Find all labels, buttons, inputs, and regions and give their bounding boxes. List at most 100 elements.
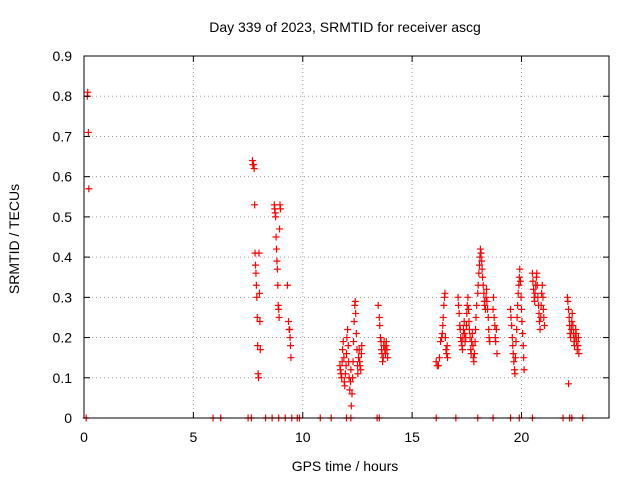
data-point	[477, 249, 485, 257]
data-point	[516, 277, 524, 285]
data-point	[511, 354, 519, 362]
data-point	[575, 350, 583, 358]
data-point	[465, 326, 473, 334]
data-point	[253, 293, 261, 301]
data-point	[252, 261, 259, 269]
chart-title: Day 339 of 2023, SRMTID for receiver asc…	[209, 19, 481, 35]
data-point	[255, 289, 263, 297]
data-point	[481, 301, 489, 309]
data-point	[454, 293, 462, 301]
y-tick-label: 0.5	[53, 209, 73, 225]
data-point	[434, 362, 442, 370]
data-point	[286, 326, 294, 334]
data-point	[273, 265, 281, 273]
data-point	[531, 289, 539, 297]
data-point	[568, 309, 576, 317]
y-tick-label: 0.1	[53, 370, 73, 386]
data-point	[346, 386, 354, 394]
data-point	[514, 301, 522, 309]
data-point	[508, 321, 516, 329]
data-point	[356, 362, 364, 370]
data-point	[339, 346, 347, 354]
data-point	[510, 358, 518, 366]
data-point	[382, 338, 390, 346]
data-point	[478, 257, 486, 265]
data-point	[529, 277, 537, 285]
data-point	[509, 350, 517, 358]
data-point	[513, 313, 521, 321]
y-tick-label: 0.4	[53, 249, 73, 265]
data-point	[273, 245, 280, 253]
data-point	[352, 330, 360, 338]
data-point	[442, 346, 450, 354]
data-point	[287, 354, 295, 362]
data-point	[483, 285, 490, 293]
data-point	[439, 321, 447, 329]
data-point	[476, 245, 484, 253]
data-point	[272, 213, 280, 221]
data-point	[351, 297, 359, 305]
data-point	[444, 354, 452, 362]
data-point	[455, 309, 463, 317]
data-point	[272, 233, 280, 241]
data-point	[349, 358, 357, 366]
data-point	[376, 321, 384, 329]
data-point	[255, 374, 263, 382]
data-point	[492, 338, 500, 346]
data-point	[493, 350, 501, 358]
data-point	[347, 366, 355, 374]
data-point	[344, 342, 352, 350]
data-point	[439, 313, 447, 321]
y-tick-label: 0.6	[53, 169, 73, 185]
data-point	[470, 350, 478, 358]
data-point	[275, 313, 283, 321]
data-point	[538, 281, 546, 289]
data-point	[355, 346, 363, 354]
data-point	[463, 309, 471, 317]
data-point	[511, 370, 519, 378]
data-point	[469, 342, 477, 350]
data-point	[564, 297, 572, 305]
data-point	[474, 289, 482, 297]
data-point	[472, 326, 480, 334]
data-point	[346, 378, 354, 386]
x-tick-label: 0	[80, 429, 88, 445]
data-point	[533, 269, 541, 277]
data-point	[513, 326, 521, 334]
y-axis-label: SRMTID / TECUs	[6, 184, 22, 294]
data-point	[458, 346, 466, 354]
data-point	[491, 321, 499, 329]
data-point	[480, 289, 488, 297]
data-point	[352, 309, 360, 317]
data-point	[375, 313, 383, 321]
data-point	[438, 330, 446, 338]
data-point	[572, 330, 580, 338]
x-tick-label: 5	[189, 429, 197, 445]
data-point	[520, 354, 528, 362]
points-layer	[82, 88, 587, 422]
data-point	[435, 354, 443, 362]
data-point	[344, 326, 352, 334]
data-point	[519, 342, 527, 350]
data-point	[437, 338, 445, 346]
data-point	[336, 366, 344, 374]
data-point	[254, 342, 262, 350]
data-point	[490, 313, 498, 321]
data-point	[460, 326, 468, 334]
data-point	[484, 313, 492, 321]
data-point	[462, 321, 470, 329]
y-tick-label: 0.8	[53, 88, 73, 104]
ticks-layer: 0 0.1 0.2 0.3 0.4 0.5 0.6 0.7 0.8 0.9 0 5 10 15 20	[53, 48, 609, 445]
data-point	[475, 269, 483, 277]
data-point	[465, 305, 473, 313]
data-point	[286, 334, 294, 342]
grid-layer	[84, 56, 609, 418]
data-point	[473, 301, 481, 309]
data-point	[472, 313, 480, 321]
data-point	[536, 326, 544, 334]
data-point	[374, 301, 382, 309]
data-point	[357, 366, 365, 374]
data-point	[255, 249, 263, 257]
data-point	[455, 301, 462, 309]
